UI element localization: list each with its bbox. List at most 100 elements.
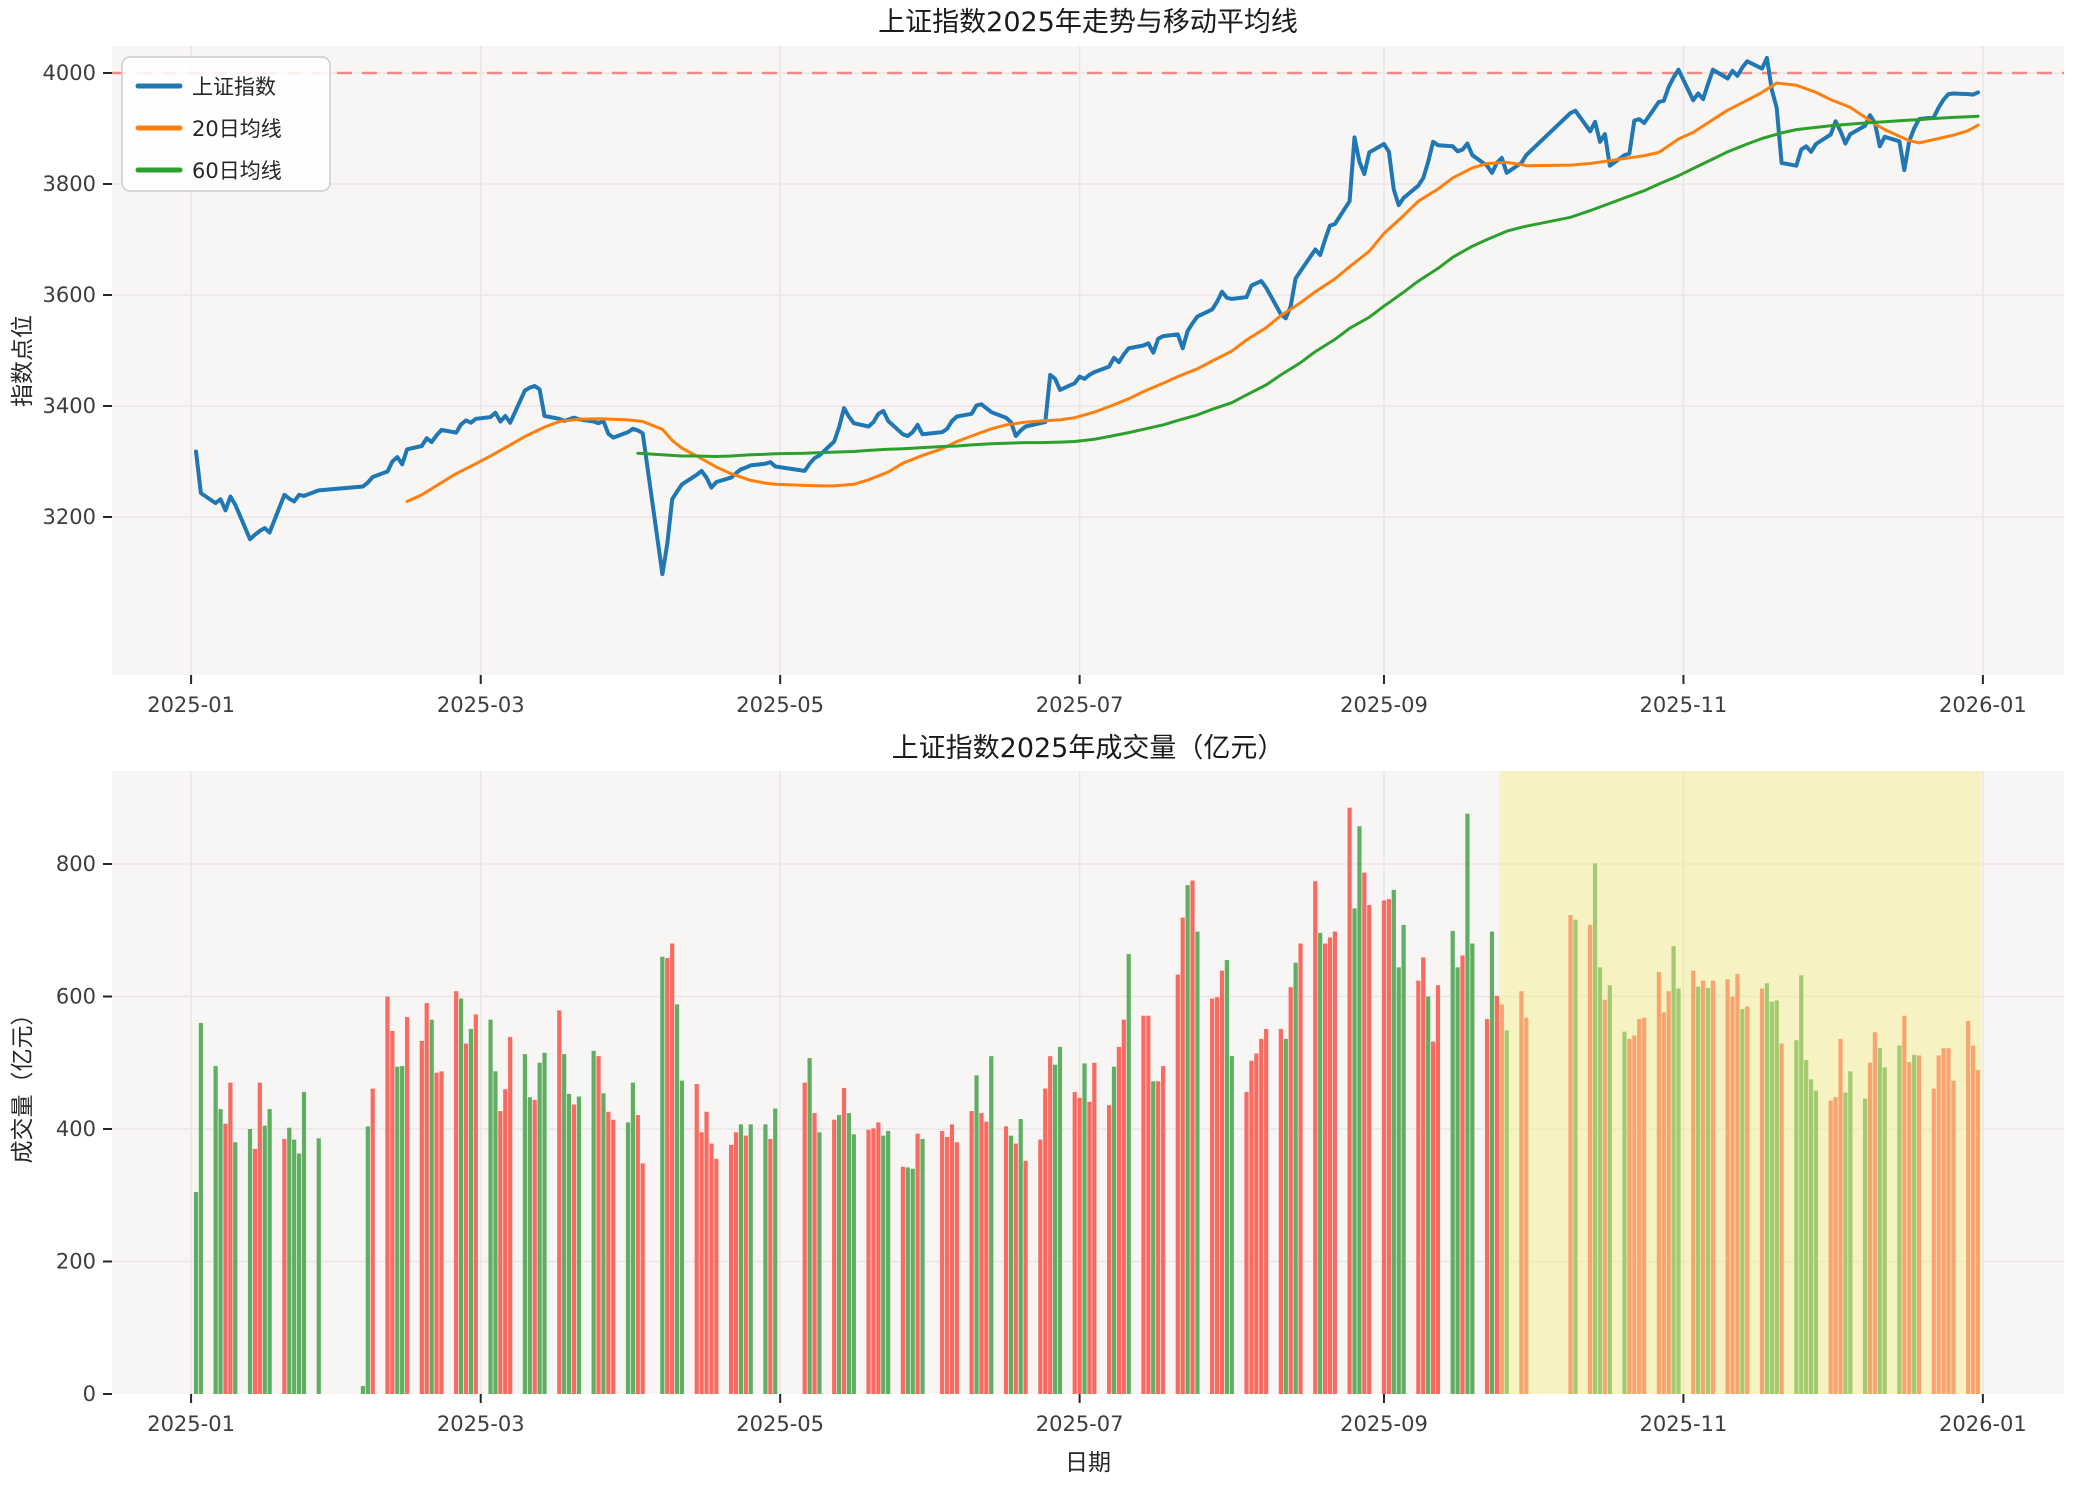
legend-item-label: 上证指数 xyxy=(192,75,276,99)
volume-bar xyxy=(1769,1001,1774,1394)
volume-bar xyxy=(1735,973,1740,1394)
volume-bar xyxy=(1175,974,1180,1394)
volume-bar xyxy=(1907,1062,1912,1394)
volume-bar xyxy=(832,1119,837,1394)
volume-bar xyxy=(429,1019,434,1394)
volume-bar xyxy=(1597,967,1603,1394)
y-tick-label: 0 xyxy=(83,1382,96,1406)
volume-bar xyxy=(522,1054,528,1394)
volume-bar xyxy=(1111,1066,1117,1394)
x-tick-label: 2025-09 xyxy=(1340,693,1428,717)
volume-bar xyxy=(1057,1046,1063,1394)
line-series-2 xyxy=(636,114,1980,458)
volume-bar xyxy=(670,943,675,1394)
volume-bar xyxy=(1347,807,1352,1394)
volume-bar xyxy=(802,1082,807,1394)
volume-bar xyxy=(1362,872,1367,1394)
volume-bar xyxy=(728,1144,734,1394)
volume-bar xyxy=(1092,1062,1097,1394)
volume-bar xyxy=(1460,955,1465,1394)
volume-bar xyxy=(1843,1092,1848,1394)
volume-bar xyxy=(1573,919,1578,1394)
volume-bar xyxy=(267,1109,272,1394)
volume-bar xyxy=(468,1028,474,1394)
x-tick-label: 2025-11 xyxy=(1640,1412,1728,1436)
x-tick-label: 2025-01 xyxy=(147,1412,235,1436)
volume-bar xyxy=(1293,962,1298,1394)
volume-bar xyxy=(1254,1053,1259,1394)
y-tick-label: 3400 xyxy=(43,394,96,418)
volume-bar xyxy=(1288,987,1293,1394)
volume-bar xyxy=(846,1113,851,1394)
volume-bar xyxy=(1052,1064,1058,1394)
x-tick-label: 2025-01 xyxy=(147,693,235,717)
volume-bar xyxy=(296,1153,302,1394)
volume-bar xyxy=(1862,1098,1868,1394)
volume-bar xyxy=(287,1127,292,1394)
volume-bar xyxy=(400,1066,405,1394)
volume-bar xyxy=(1185,885,1190,1394)
volume-bar xyxy=(1740,1009,1745,1394)
y-tick-label: 600 xyxy=(56,985,96,1009)
volume-bar xyxy=(1195,931,1200,1394)
volume-bar xyxy=(1082,1063,1087,1394)
volume-bar xyxy=(1838,1038,1843,1394)
volume-bar xyxy=(709,1143,714,1394)
volume-bar xyxy=(1494,995,1499,1394)
volume-bar xyxy=(1332,931,1337,1394)
volume-bar xyxy=(773,1108,778,1394)
volume-bar xyxy=(866,1129,871,1394)
volume-bar xyxy=(1808,1079,1814,1394)
volume-bar xyxy=(1396,967,1401,1394)
volume-bar xyxy=(1632,1035,1637,1394)
volume-bar xyxy=(635,1115,640,1394)
volume-bar xyxy=(596,1056,601,1394)
volume-bar xyxy=(1966,1021,1971,1394)
volume-bar xyxy=(1872,1032,1877,1394)
volume-bar xyxy=(1656,971,1661,1394)
volume-bar xyxy=(1661,1012,1666,1394)
volume-bar xyxy=(1902,1015,1907,1394)
volume-bar xyxy=(1126,954,1131,1394)
y-tick-label: 3200 xyxy=(43,505,96,529)
volume-bar xyxy=(1946,1048,1951,1394)
volume-bar xyxy=(1799,975,1804,1394)
volume-bar xyxy=(198,1023,204,1394)
volume-bar xyxy=(1077,1097,1082,1394)
volume-bar xyxy=(601,1093,606,1394)
volume-bar xyxy=(1151,1081,1156,1394)
volume-bar xyxy=(1897,1045,1902,1394)
volume-bar xyxy=(630,1082,636,1394)
volume-bar xyxy=(1229,1056,1234,1394)
volume-bar xyxy=(1725,979,1730,1394)
volume-bar xyxy=(390,1030,395,1394)
volume-bar xyxy=(1470,943,1475,1394)
volume-bar xyxy=(1833,1097,1838,1394)
x-tick-label: 2025-11 xyxy=(1640,693,1728,717)
volume-bar xyxy=(1450,930,1455,1394)
volume-bar xyxy=(473,1014,478,1394)
volume-bar xyxy=(1828,1100,1833,1394)
volume-bar xyxy=(1430,1041,1436,1394)
x-tick-label: 2025-07 xyxy=(1036,693,1124,717)
volume-bar xyxy=(1455,967,1460,1394)
volume-bar xyxy=(1141,1015,1146,1394)
volume-bar xyxy=(1244,1091,1249,1394)
volume-bar xyxy=(905,1167,910,1394)
volume-bar xyxy=(424,1003,429,1394)
volume-bar xyxy=(940,1130,945,1394)
y-tick-label: 3800 xyxy=(43,172,96,196)
volume-bar xyxy=(1877,1048,1882,1394)
volume-bar xyxy=(1568,915,1573,1394)
volume-bar xyxy=(498,1111,503,1394)
volume-bar xyxy=(1318,932,1323,1394)
volume-bar xyxy=(1264,1028,1269,1394)
volume-bar xyxy=(763,1124,768,1394)
x-tick-label: 2026-01 xyxy=(1939,1412,2027,1436)
volume-bar xyxy=(1759,988,1765,1394)
y-tick-label: 800 xyxy=(56,852,96,876)
volume-bar xyxy=(1705,987,1711,1394)
volume-bar xyxy=(562,1054,567,1394)
volume-bar xyxy=(1322,943,1328,1394)
